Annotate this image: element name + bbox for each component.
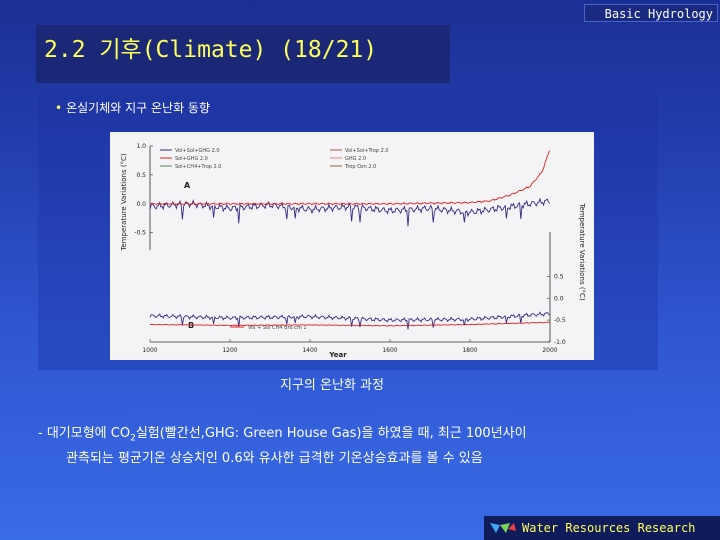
co2-subscript: 2 (130, 433, 136, 444)
bullet-icon: • (55, 101, 63, 115)
y-tick-left: 0.5 (136, 172, 146, 179)
y-tick-right: -1.0 (554, 339, 566, 346)
bullet-point: • 온실기체와 지구 온난화 동향 (55, 99, 210, 116)
y-tick-right: 0.0 (554, 295, 564, 302)
legend-entry: Sol+GHG 2.0 (175, 156, 208, 162)
footer-text: Water Resources Research (522, 521, 696, 535)
page-title: 2.2 기후(Climate) (18/21) (44, 37, 378, 63)
y-tick-left: 1.0 (136, 143, 146, 150)
legend-entry: Trop Ozn 2.0 (344, 164, 376, 170)
legend-entry: Vol+Sol+GHG 2.0 (175, 148, 220, 154)
title-bar (36, 25, 450, 83)
x-tick-label: 1800 (462, 347, 477, 354)
course-label: Basic Hydrology (584, 4, 718, 22)
y-tick-right: -0.5 (554, 317, 566, 324)
description-line-2: 관측되는 평균기온 상승치인 0.6와 유사한 급격한 기온상승효과를 볼 수 … (66, 450, 483, 466)
legend-entry: Vol+Sol+Trop 2.0 (345, 148, 389, 154)
x-tick-label: 2000 (542, 347, 557, 354)
x-tick-label: 1000 (142, 347, 157, 354)
series-b-red (149, 321, 550, 327)
lab-logo-icon (490, 523, 516, 533)
x-tick-label: 1400 (302, 347, 317, 354)
x-tick-label: 1600 (382, 347, 397, 354)
series-b-purple (149, 311, 550, 330)
line1-suffix: 실험(빨간선,GHG: Green House Gas)을 하였을 때, 최근 … (135, 426, 527, 441)
xlabel: Year (328, 351, 347, 359)
line1-prefix: - 대기모형에 CO (38, 426, 131, 441)
panel-b-label: B (188, 321, 194, 330)
series-a-red (149, 150, 551, 206)
legend-entry: Sol+CH4+Trop 2.0 (175, 164, 221, 170)
ylabel-right: Temperature Variations (°C) (578, 202, 586, 301)
ylabel-left: Temperature Variations (°C) (120, 153, 128, 252)
bullet-text: 온실기체와 지구 온난화 동향 (66, 101, 211, 115)
chart-svg: Temperature Variations (°C) Temperature … (110, 132, 594, 360)
footer-bar (484, 516, 720, 540)
series-a-purple (149, 197, 550, 227)
description-line-1: - 대기모형에 CO2실험(빨간선,GHG: Green House Gas)을… (38, 424, 698, 449)
legend-entry: GHG 2.0 (345, 156, 366, 162)
description-text: - 대기모형에 CO2실험(빨간선,GHG: Green House Gas)을… (38, 424, 698, 469)
legend-entry-b: Vol + Sol CH4 Bro cm 1 (248, 325, 307, 331)
x-tick-label: 1200 (222, 347, 237, 354)
chart-caption: 지구의 온난화 과정 (280, 378, 384, 393)
y-tick-right: 0.5 (554, 273, 564, 280)
panel-a-label: A (184, 181, 191, 190)
temperature-chart: Temperature Variations (°C) Temperature … (110, 132, 594, 360)
y-tick-left: 0.0 (136, 201, 146, 208)
y-tick-left: -0.5 (134, 230, 146, 237)
